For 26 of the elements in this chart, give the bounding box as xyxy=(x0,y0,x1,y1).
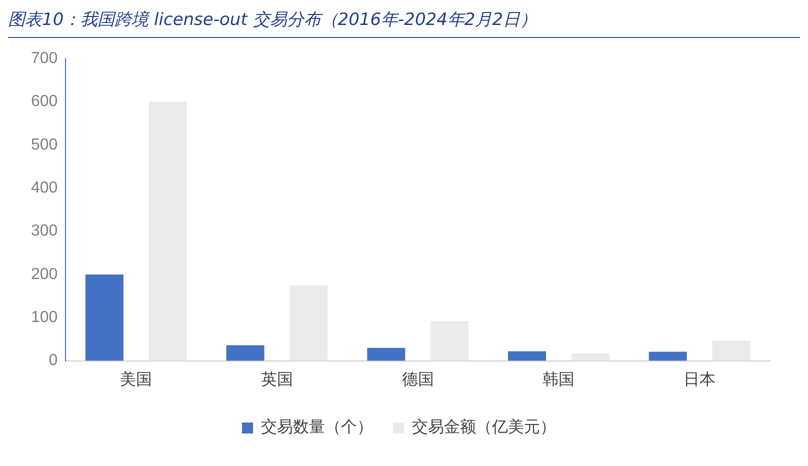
y-tick-label: 600 xyxy=(30,93,58,110)
x-tick-label: 韩国 xyxy=(542,370,575,389)
legend-label: 交易数量（个） xyxy=(261,417,373,436)
y-tick-label: 700 xyxy=(30,50,58,68)
x-tick-label: 英国 xyxy=(260,370,293,389)
y-tick-label: 100 xyxy=(30,309,58,326)
y-tick-label: 500 xyxy=(30,136,58,154)
bar xyxy=(430,321,469,361)
bar xyxy=(85,274,124,361)
bar xyxy=(367,348,406,361)
x-tick-label: 日本 xyxy=(684,370,716,389)
bar xyxy=(508,351,546,361)
bar xyxy=(571,353,610,361)
bar xyxy=(226,345,264,361)
x-tick-label: 德国 xyxy=(402,370,434,389)
y-tick-label: 300 xyxy=(30,222,58,240)
legend-label: 交易金额（亿美元） xyxy=(412,417,556,436)
chart-title: 图表10：我国跨境 license-out 交易分布（2016年-2024年2月2日） xyxy=(8,8,800,38)
bar xyxy=(712,340,750,361)
bar xyxy=(148,102,187,361)
y-tick-label: 200 xyxy=(30,266,58,283)
y-tick-label: 0 xyxy=(48,352,58,370)
bar xyxy=(648,352,687,361)
x-tick-label: 美国 xyxy=(120,370,152,389)
y-tick-label: 400 xyxy=(30,180,58,197)
bar xyxy=(290,285,328,361)
